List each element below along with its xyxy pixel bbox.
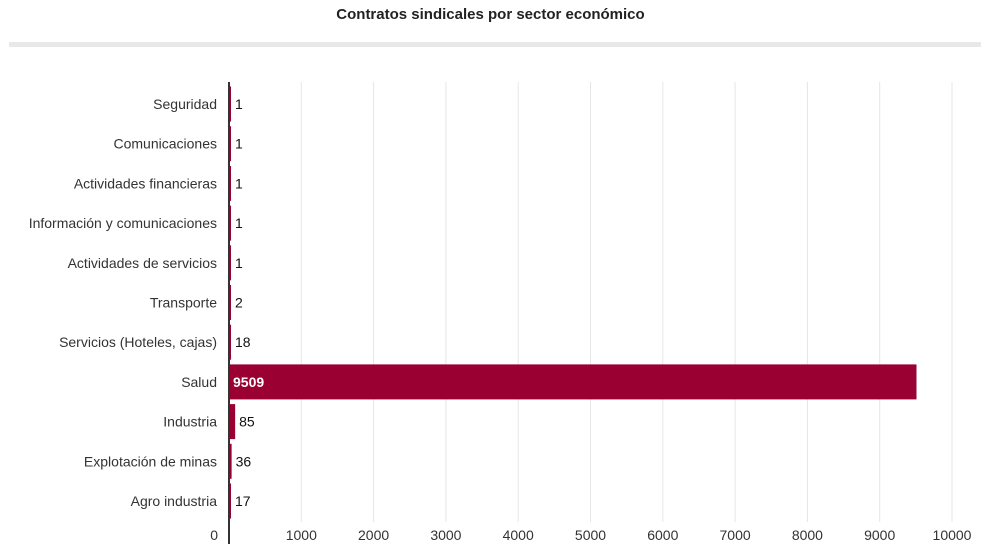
grid-lines [300, 82, 953, 522]
labels: 0 1000 2000 3000 4000 5000 6000 7000 8000 9000 100… [29, 96, 972, 543]
x-tick-label: 4000 [503, 527, 534, 543]
data-label: 85 [239, 414, 255, 430]
data-label: 17 [235, 493, 251, 509]
x-tick-label: 5000 [575, 527, 606, 543]
chart-title: Contratos sindicales por sector económic… [336, 6, 645, 23]
data-label: 36 [236, 453, 252, 469]
category-label: Actividades financieras [74, 175, 217, 191]
data-label: 18 [235, 334, 251, 350]
category-label: Industria [163, 414, 217, 430]
data-label: 1 [235, 215, 243, 231]
x-tick-label: 7000 [720, 527, 751, 543]
title-divider [9, 42, 981, 47]
x-tick-label: 2000 [358, 527, 389, 543]
data-label: 1 [235, 96, 243, 112]
bars [229, 86, 917, 519]
category-label: Agro industria [131, 493, 218, 509]
data-label: 2 [235, 295, 243, 311]
data-label: 1 [235, 175, 243, 191]
category-label: Información y comunicaciones [29, 215, 217, 231]
data-label: 1 [235, 255, 243, 271]
data-label: 9509 [233, 374, 264, 390]
category-label: Explotación de minas [84, 453, 217, 469]
bar [229, 404, 236, 440]
category-label: Transporte [150, 295, 217, 311]
category-label: Seguridad [153, 96, 217, 112]
bar [229, 364, 917, 400]
x-tick-label: 6000 [647, 527, 678, 543]
x-tick-label: 1000 [286, 527, 317, 543]
category-label: Comunicaciones [114, 136, 218, 152]
category-label: Actividades de servicios [68, 255, 217, 271]
category-label: Salud [181, 374, 217, 390]
x-tick-label: 10000 [933, 527, 972, 543]
x-tick-label: 8000 [792, 527, 823, 543]
x-tick-label: 0 [210, 527, 218, 543]
category-label: Servicios (Hoteles, cajas) [59, 334, 217, 350]
data-label: 1 [235, 136, 243, 152]
x-tick-label: 9000 [864, 527, 895, 543]
x-tick-label: 3000 [430, 527, 461, 543]
bar [229, 443, 232, 479]
